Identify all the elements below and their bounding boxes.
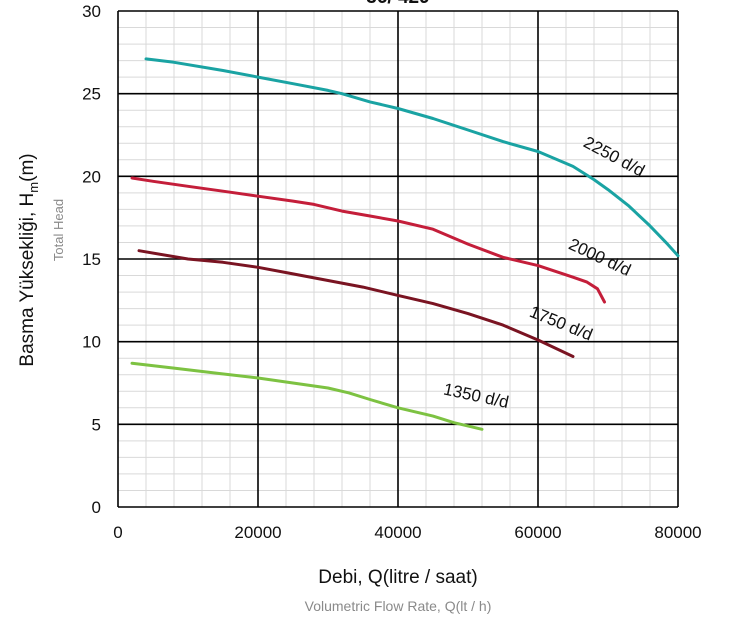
x-axis-label-secondary: Volumetric Flow Rate, Q(lt / h): [305, 598, 492, 614]
y-tick-label: 5: [92, 415, 101, 434]
y-axis-label-subscript: m: [26, 182, 41, 193]
curve-label: 2250 d/d: [580, 133, 647, 181]
y-axis-label-unit: (m): [17, 153, 38, 181]
major-grid: [117, 10, 679, 508]
y-axis-label-main: Basma Yüksekliği, H: [17, 193, 38, 367]
x-axis-label: Debi, Q(litre / saat): [318, 567, 477, 588]
x-tick-label: 60000: [514, 523, 561, 542]
series-line-2250-d-d: [144, 57, 680, 258]
series-curves: [130, 57, 680, 431]
y-tick-label: 25: [82, 85, 101, 104]
y-tick-label: 0: [92, 498, 101, 517]
series-line-2000-d-d: [130, 176, 606, 304]
chart-title: 36/ 429: [366, 0, 429, 8]
y-axis-label-secondary: Total Head: [51, 199, 66, 261]
y-tick-labels: 0 5 10 15 20 25 30: [82, 2, 101, 517]
y-tick-label: 10: [82, 333, 101, 352]
y-tick-label: 15: [82, 250, 101, 269]
y-axis-secondary-group: Total Head: [51, 199, 66, 261]
curve-label: 1350 d/d: [442, 380, 511, 412]
y-axis-label: Basma Yüksekliği, Hm(m): [17, 153, 41, 366]
x-tick-label: 20000: [234, 523, 281, 542]
x-tick-label: 40000: [374, 523, 421, 542]
x-tick-label: 80000: [654, 523, 701, 542]
y-axis-label-group: Basma Yüksekliği, Hm(m): [17, 153, 41, 366]
y-tick-label: 20: [82, 167, 101, 186]
x-tick-labels: 0 20000 40000 60000 80000: [113, 523, 701, 542]
x-tick-label: 0: [113, 523, 122, 542]
curve-label: 2000 d/d: [566, 235, 634, 280]
y-tick-label: 30: [82, 2, 101, 21]
series-line-1750-d-d: [137, 249, 575, 358]
series-line-1350-d-d: [130, 361, 484, 431]
